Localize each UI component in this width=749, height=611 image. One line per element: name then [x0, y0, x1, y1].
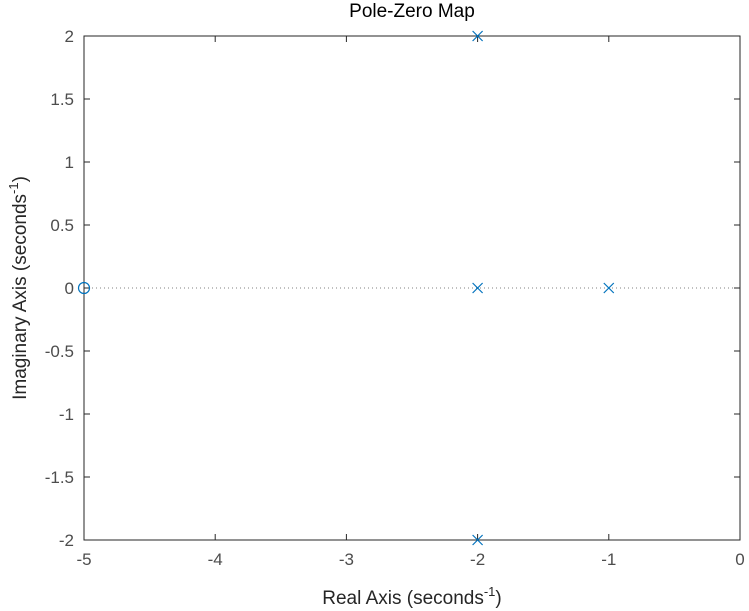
x-tick-label: 0	[735, 550, 744, 569]
pole-marker	[472, 534, 484, 546]
y-tick-label: -1	[59, 405, 74, 424]
y-axis-title: Imaginary Axis (seconds-1)	[6, 176, 31, 400]
y-tick-label: 1	[65, 153, 74, 172]
y-tick-label: 0	[65, 279, 74, 298]
pole-marker	[472, 30, 484, 42]
y-tick-label: 2	[65, 27, 74, 46]
x-tick-label: -3	[339, 550, 354, 569]
x-tick-label: -2	[470, 550, 485, 569]
chart-title: Pole-Zero Map	[349, 1, 475, 22]
x-tick-label: -1	[601, 550, 616, 569]
x-tick-label: -5	[76, 550, 91, 569]
y-tick-label: -0.5	[45, 342, 74, 361]
pole-zero-markers	[77, 30, 615, 546]
axis-tick-labels: -5 -4 -3 -2 -1 0 -2 -1.5 -1 -0.5 0 0.5 1 1.5 2	[45, 27, 745, 569]
pole-marker	[603, 282, 615, 294]
axis-ticks	[83, 35, 741, 541]
y-tick-label: -2	[59, 531, 74, 550]
x-axis-title: Real Axis (seconds-1)	[322, 584, 501, 609]
zero-marker	[77, 281, 91, 295]
y-tick-label: 1.5	[50, 90, 74, 109]
x-tick-label: -4	[208, 550, 223, 569]
y-tick-label: 0.5	[50, 216, 74, 235]
y-tick-label: -1.5	[45, 468, 74, 487]
pole-marker	[472, 282, 484, 294]
